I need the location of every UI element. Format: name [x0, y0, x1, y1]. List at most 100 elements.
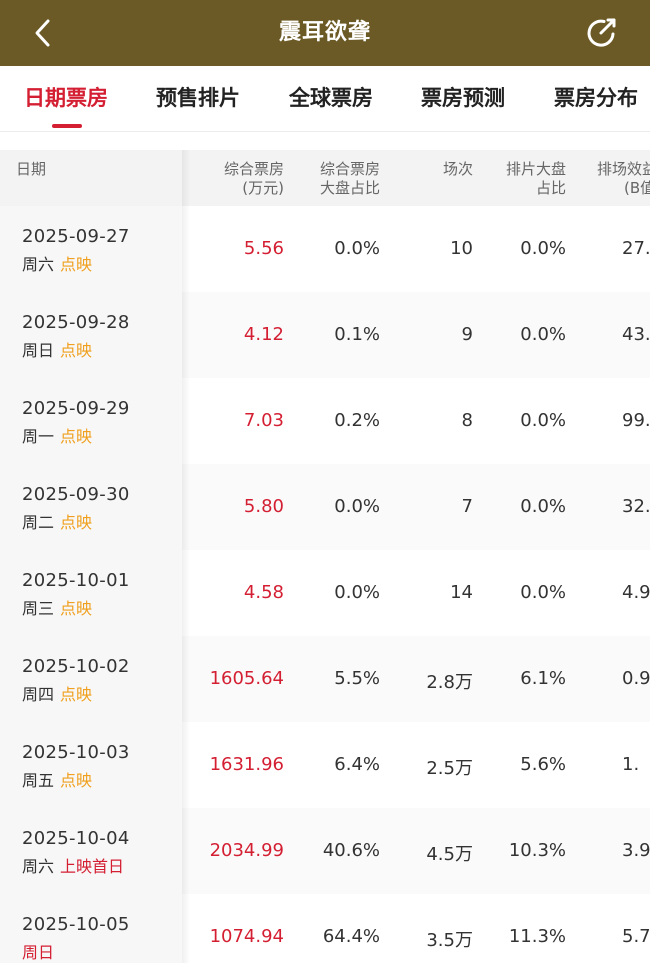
column-header-schedule-share[interactable]: 排片大盘 占比 [505, 160, 566, 197]
column-header-bo-share[interactable]: 综合票房 大盘占比 [319, 160, 380, 197]
row-shows: 14 [450, 582, 473, 603]
row-b-value: 0.9 [622, 668, 650, 689]
row-bo-share: 64.4% [322, 926, 380, 947]
row-box-office: 4.58 [243, 582, 284, 603]
row-bo-share: 0.0% [334, 496, 380, 517]
row-date: 2025-09-29 [22, 398, 130, 419]
row-b-value: 99.0 [622, 410, 650, 431]
table-row[interactable]: 2025-10-02 周四 点映 1605.64 5.5% 2.8万 6.1% 0… [0, 636, 650, 722]
active-tab-indicator [52, 124, 82, 128]
share-icon [587, 18, 616, 47]
row-b-value: 27.0 [622, 238, 650, 259]
app-header: 震耳欲聋 [0, 0, 650, 66]
row-weekday: 周二 点映 [22, 513, 93, 532]
row-shows: 7 [461, 496, 473, 517]
screening-tag: 点映 [60, 341, 93, 360]
row-box-office: 1605.64 [209, 668, 284, 689]
row-bo-share: 0.0% [334, 582, 380, 603]
row-weekday: 周三 点映 [22, 599, 93, 618]
row-weekday: 周六 上映首日 [22, 857, 125, 876]
row-b-value: 43. [622, 324, 650, 345]
screening-tag: 点映 [60, 427, 93, 446]
row-date: 2025-09-28 [22, 312, 130, 333]
row-shows: 2.5万 [426, 758, 473, 779]
row-shows: 3.5万 [426, 930, 473, 951]
screening-tag: 点映 [60, 771, 93, 790]
row-weekday: 周五 点映 [22, 771, 93, 790]
table-header: 日期 综合票房 (万元) 综合票房 大盘占比 场次 排片大盘 占比 排场效益 (… [0, 150, 650, 206]
row-box-office: 1631.96 [209, 754, 284, 775]
row-box-office: 7.03 [243, 410, 284, 431]
table-row[interactable]: 2025-10-01 周三 点映 4.58 0.0% 14 0.0% 4.9 [0, 550, 650, 636]
row-box-office: 5.80 [243, 496, 284, 517]
row-box-office: 4.12 [243, 324, 284, 345]
row-bo-share: 0.1% [334, 324, 380, 345]
row-date: 2025-10-05 [22, 914, 130, 935]
row-schedule-share: 0.0% [520, 496, 566, 517]
table-row[interactable]: 2025-09-28 周日 点映 4.12 0.1% 9 0.0% 43. [0, 292, 650, 378]
tab-box-office-forecast[interactable]: 票房预测 [421, 86, 505, 110]
row-box-office: 2034.99 [209, 840, 284, 861]
row-b-value: 3.9 [622, 840, 650, 861]
table-row[interactable]: 2025-10-03 周五 点映 1631.96 6.4% 2.5万 5.6% 1… [0, 722, 650, 808]
row-b-value: 4.9 [622, 582, 650, 603]
tab-box-office-distribution[interactable]: 票房分布 [554, 86, 638, 110]
tab-bar: 日期票房 预售排片 全球票房 票房预测 票房分布 [0, 66, 650, 132]
row-bo-share: 5.5% [334, 668, 380, 689]
tab-date-box-office[interactable]: 日期票房 [24, 86, 108, 110]
screening-tag: 点映 [60, 685, 93, 704]
row-shows: 4.5万 [426, 844, 473, 865]
share-button[interactable] [584, 15, 620, 51]
row-bo-share: 0.0% [334, 238, 380, 259]
table-row[interactable]: 2025-10-04 周六 上映首日 2034.99 40.6% 4.5万 10.… [0, 808, 650, 894]
table-row[interactable]: 2025-10-05 周日 1074.94 64.4% 3.5万 11.3% 5… [0, 894, 650, 963]
row-weekday: 周四 点映 [22, 685, 93, 704]
row-date: 2025-10-01 [22, 570, 130, 591]
row-date: 2025-10-04 [22, 828, 130, 849]
screening-tag: 点映 [60, 255, 93, 274]
row-bo-share: 40.6% [322, 840, 380, 861]
column-header-date[interactable]: 日期 [16, 160, 47, 178]
screening-tag: 点映 [60, 513, 93, 532]
row-schedule-share: 5.6% [520, 754, 566, 775]
row-date: 2025-09-27 [22, 226, 130, 247]
row-weekday: 周六 点映 [22, 255, 93, 274]
row-schedule-share: 0.0% [520, 582, 566, 603]
row-b-value: 32.9 [622, 496, 650, 517]
column-header-shows[interactable]: 场次 [442, 160, 473, 178]
release-day-tag: 上映首日 [60, 857, 125, 876]
row-shows: 2.8万 [426, 672, 473, 693]
row-schedule-share: 0.0% [520, 238, 566, 259]
column-header-box-office[interactable]: 综合票房 (万元) [223, 160, 284, 197]
row-shows: 9 [461, 324, 473, 345]
row-box-office: 1074.94 [209, 926, 284, 947]
row-weekday: 周日 点映 [22, 341, 93, 360]
chevron-left-icon [35, 19, 50, 47]
screening-tag: 点映 [60, 599, 93, 618]
row-schedule-share: 0.0% [520, 410, 566, 431]
row-date: 2025-09-30 [22, 484, 130, 505]
frozen-column-shadow [182, 150, 190, 963]
row-weekday: 周日 [22, 943, 55, 962]
row-schedule-share: 10.3% [508, 840, 566, 861]
row-schedule-share: 6.1% [520, 668, 566, 689]
row-shows: 8 [461, 410, 473, 431]
row-shows: 10 [450, 238, 473, 259]
row-weekday: 周一 点映 [22, 427, 93, 446]
page-title: 震耳欲聋 [278, 20, 371, 45]
row-date: 2025-10-02 [22, 656, 130, 677]
column-header-b-value[interactable]: 排场效益 (B值 [597, 160, 650, 197]
tab-presale-schedule[interactable]: 预售排片 [156, 86, 240, 110]
row-schedule-share: 11.3% [508, 926, 566, 947]
row-bo-share: 6.4% [334, 754, 380, 775]
back-button[interactable] [26, 16, 60, 50]
row-b-value: 1. [622, 754, 640, 775]
tab-global-box-office[interactable]: 全球票房 [289, 86, 373, 110]
row-b-value: 5.7 [622, 926, 650, 947]
row-date: 2025-10-03 [22, 742, 130, 763]
row-box-office: 5.56 [243, 238, 284, 259]
row-schedule-share: 0.0% [520, 324, 566, 345]
